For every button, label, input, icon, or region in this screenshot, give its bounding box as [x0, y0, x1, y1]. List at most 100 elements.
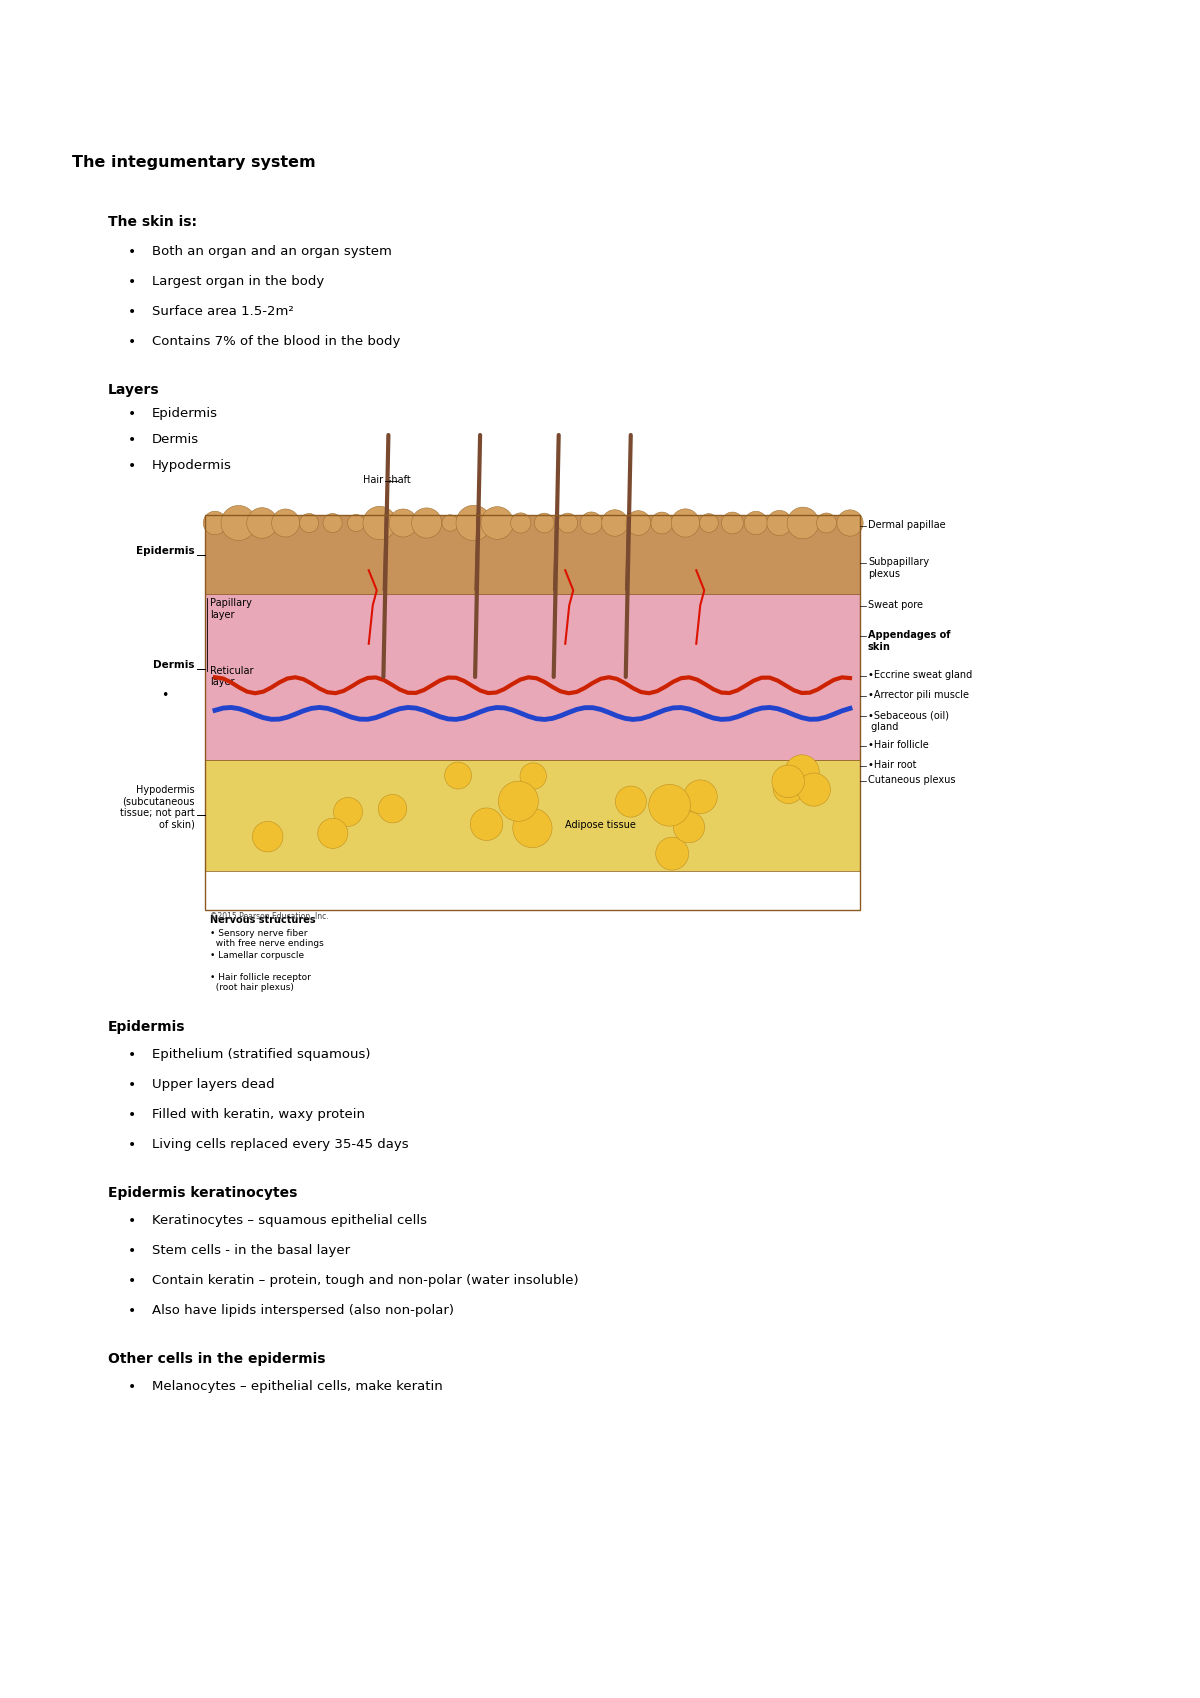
Text: Epidermis: Epidermis [152, 408, 218, 419]
Text: ©2015 Pearson Education, Inc.: ©2015 Pearson Education, Inc. [210, 912, 329, 920]
Text: Sweat pore: Sweat pore [868, 599, 923, 610]
Circle shape [456, 506, 492, 540]
Circle shape [655, 837, 689, 869]
Circle shape [836, 509, 863, 537]
Text: •: • [128, 433, 136, 447]
Text: • Sensory nerve fiber
  with free nerve endings: • Sensory nerve fiber with free nerve en… [210, 929, 324, 949]
Circle shape [318, 818, 348, 849]
Text: •Eccrine sweat gland: •Eccrine sweat gland [868, 671, 972, 679]
Circle shape [203, 511, 227, 535]
Circle shape [348, 514, 365, 531]
Text: The integumentary system: The integumentary system [72, 155, 316, 170]
Text: • Lamellar corpuscle: • Lamellar corpuscle [210, 951, 304, 959]
Circle shape [362, 506, 396, 540]
Circle shape [744, 511, 768, 535]
Text: •: • [128, 275, 136, 289]
Circle shape [700, 513, 719, 533]
Circle shape [785, 756, 820, 790]
Circle shape [616, 786, 647, 817]
Bar [205, 594, 860, 761]
Circle shape [481, 506, 514, 540]
Text: Epidermis keratinocytes: Epidermis keratinocytes [108, 1185, 298, 1200]
Text: Reticular
layer: Reticular layer [210, 666, 253, 688]
Text: Epidermis: Epidermis [108, 1020, 186, 1034]
Circle shape [498, 781, 539, 822]
Text: •Sebaceous (oil)
 gland: •Sebaceous (oil) gland [868, 710, 949, 732]
Text: Adipose tissue: Adipose tissue [565, 820, 636, 830]
Circle shape [649, 784, 690, 827]
Circle shape [300, 513, 319, 533]
Circle shape [323, 513, 342, 533]
Text: Largest organ in the body: Largest organ in the body [152, 275, 324, 289]
Text: •: • [128, 1214, 136, 1228]
Text: Also have lipids interspersed (also non-polar): Also have lipids interspersed (also non-… [152, 1304, 454, 1318]
Circle shape [442, 514, 458, 531]
Circle shape [511, 513, 530, 533]
Text: Hair shaft: Hair shaft [364, 475, 412, 486]
Circle shape [626, 511, 650, 535]
Text: •: • [128, 1138, 136, 1151]
Text: Epidermis: Epidermis [137, 545, 194, 555]
Circle shape [773, 773, 804, 803]
Text: Stem cells - in the basal layer: Stem cells - in the basal layer [152, 1245, 350, 1257]
Text: Hypodermis: Hypodermis [152, 458, 232, 472]
Circle shape [650, 513, 673, 533]
Circle shape [816, 513, 836, 533]
Text: Surface area 1.5-2m²: Surface area 1.5-2m² [152, 306, 294, 318]
Circle shape [412, 508, 442, 538]
Text: •Hair follicle: •Hair follicle [868, 740, 929, 751]
Circle shape [534, 513, 554, 533]
Text: Contains 7% of the blood in the body: Contains 7% of the blood in the body [152, 335, 401, 348]
Circle shape [389, 509, 418, 537]
Text: Melanocytes – epithelial cells, make keratin: Melanocytes – epithelial cells, make ker… [152, 1380, 443, 1392]
Text: • Hair follicle receptor
  (root hair plexus): • Hair follicle receptor (root hair plex… [210, 973, 311, 992]
Text: Both an organ and an organ system: Both an organ and an organ system [152, 245, 392, 258]
Circle shape [772, 766, 804, 798]
Circle shape [445, 762, 472, 790]
Circle shape [512, 808, 552, 847]
Circle shape [247, 508, 277, 538]
Circle shape [721, 513, 743, 533]
Text: Living cells replaced every 35-45 days: Living cells replaced every 35-45 days [152, 1138, 409, 1151]
Circle shape [520, 762, 546, 790]
Text: •: • [128, 1109, 136, 1122]
Circle shape [252, 822, 283, 852]
Text: •: • [128, 335, 136, 350]
Text: Appendages of
skin: Appendages of skin [868, 630, 950, 652]
Text: Filled with keratin, waxy protein: Filled with keratin, waxy protein [152, 1109, 365, 1121]
Text: •: • [128, 306, 136, 319]
Text: •: • [128, 1245, 136, 1258]
Circle shape [684, 779, 718, 813]
Text: Epithelium (stratified squamous): Epithelium (stratified squamous) [152, 1048, 371, 1061]
Text: The skin is:: The skin is: [108, 216, 197, 229]
Text: Other cells in the epidermis: Other cells in the epidermis [108, 1352, 325, 1365]
Text: •: • [128, 458, 136, 474]
Text: Subpapillary
plexus: Subpapillary plexus [868, 557, 929, 579]
Text: Upper layers dead: Upper layers dead [152, 1078, 275, 1092]
Circle shape [221, 506, 256, 540]
Text: Contain keratin – protein, tough and non-polar (water insoluble): Contain keratin – protein, tough and non… [152, 1274, 578, 1287]
Text: Cutaneous plexus: Cutaneous plexus [868, 774, 955, 784]
Circle shape [673, 812, 704, 842]
Circle shape [797, 773, 830, 807]
Circle shape [767, 511, 792, 535]
Text: Nervous structures: Nervous structures [210, 915, 316, 925]
Text: •Arrector pili muscle: •Arrector pili muscle [868, 689, 970, 700]
Text: •: • [128, 1078, 136, 1092]
Text: •: • [128, 408, 136, 421]
Circle shape [470, 808, 503, 841]
Circle shape [601, 509, 628, 537]
Circle shape [271, 509, 300, 537]
Circle shape [334, 798, 362, 827]
Text: •: • [128, 1048, 136, 1061]
Text: •: • [128, 1380, 136, 1394]
Text: Layers: Layers [108, 384, 160, 397]
Bar [205, 514, 860, 594]
Bar [205, 761, 860, 871]
Text: Dermis: Dermis [152, 433, 199, 447]
Text: Dermis: Dermis [154, 659, 194, 669]
Text: •: • [128, 1274, 136, 1289]
Text: Hypodermis
(subcutaneous
tissue; not part
of skin): Hypodermis (subcutaneous tissue; not par… [120, 784, 194, 830]
Circle shape [671, 509, 700, 537]
Text: •: • [128, 1304, 136, 1318]
